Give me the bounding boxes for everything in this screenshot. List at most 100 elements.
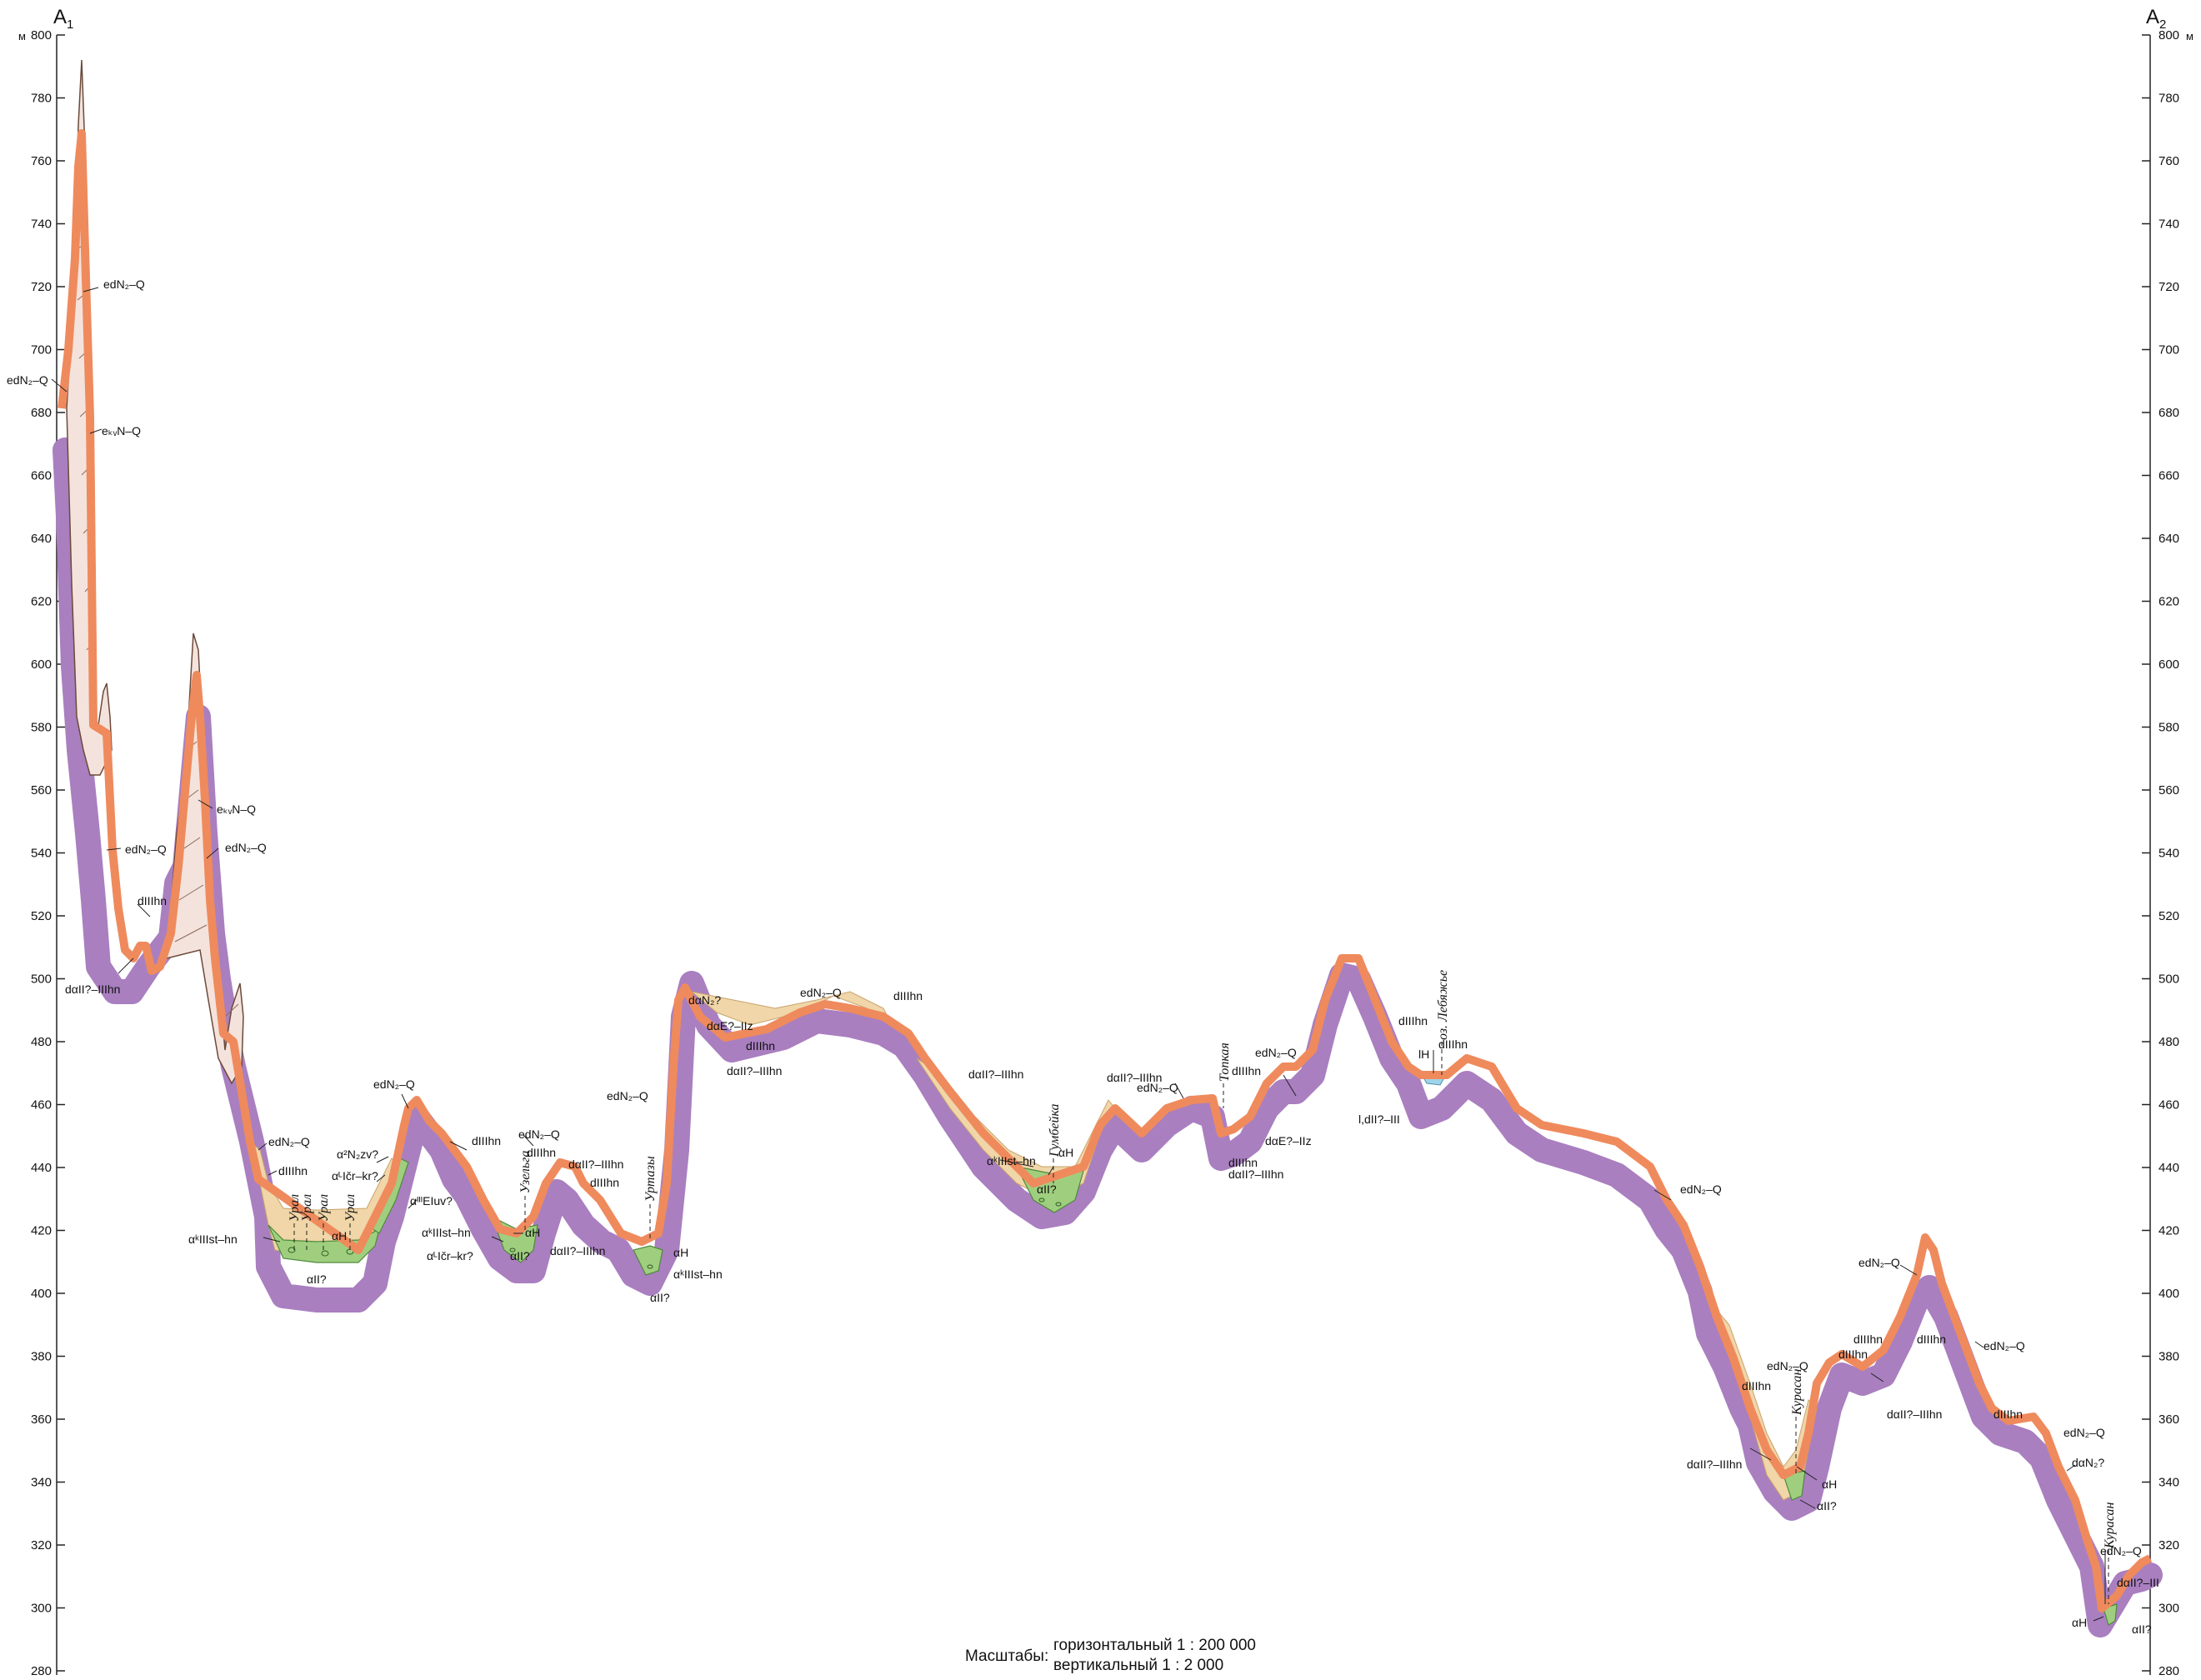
right-axis-tick-label: 640 (2158, 532, 2179, 546)
unit-label: edN₂–Q (373, 1078, 415, 1091)
unit-label: dαN₂? (2072, 1456, 2104, 1469)
unit-label: dαE?–IIz (707, 1019, 753, 1032)
unit-label: dαII?–IIIhn (1107, 1071, 1162, 1084)
bedrock-band (53, 438, 2163, 1638)
right-axis-tick-label: 500 (2158, 972, 2179, 987)
left-axis-tick-label: 780 (31, 92, 52, 106)
unit-label: edN₂–Q (1255, 1046, 1297, 1059)
river-label: Урал (343, 1194, 358, 1222)
scale-title: Масштабы: (965, 1648, 1048, 1665)
left-axis-ticks: 800 780 760 740 720 700 680 660 640 620 600 580 560 5… (31, 28, 65, 1678)
right-axis-unit: м (2186, 30, 2193, 42)
left-axis-tick-label: 360 (31, 1412, 52, 1427)
river-markers (293, 1042, 2109, 1604)
river-label: Курасан (1790, 1368, 1804, 1416)
right-axis-tick-label: 320 (2158, 1538, 2179, 1552)
unit-label: dIIIhn (527, 1146, 556, 1159)
unit-label: dIIIhn (472, 1134, 501, 1148)
unit-label: dIIIhn (1232, 1064, 1261, 1078)
right-axis-tick-label: 600 (2158, 658, 2179, 672)
unit-label: dαN₂? (688, 993, 721, 1007)
scale-horizontal: горизонтальный 1 : 200 000 (1053, 1637, 1256, 1654)
river-label: оз. Лебяжье (1436, 970, 1450, 1040)
unit-label: αᵏIIIst–hn (188, 1232, 238, 1246)
unit-label: dαII?–IIIhn (1228, 1168, 1283, 1181)
unit-label: edN₂–Q (7, 373, 48, 387)
unit-label: dαII?–III (2117, 1576, 2159, 1589)
unit-label: dIIIhn (138, 894, 167, 908)
unit-label: α²N₂zv? (337, 1148, 378, 1161)
unit-label: edN₂–Q (268, 1135, 310, 1148)
left-axis-unit: м (18, 30, 26, 42)
right-axis-tick-label: 540 (2158, 847, 2179, 861)
left-axis-tick-label: 600 (31, 658, 52, 672)
unit-label: dIIIhn (746, 1039, 775, 1052)
left-axis-tick-label: 640 (31, 532, 52, 546)
left-axis-tick-label: 540 (31, 847, 52, 861)
right-axis-tick-label: 760 (2158, 154, 2179, 168)
right-axis-tick-label: 680 (2158, 406, 2179, 420)
leader-lines (51, 287, 2106, 1622)
unit-label: dαII?–IIIhn (1687, 1458, 1742, 1471)
right-elevation-axis: 800 780 760 740 720 700 680 660 640 620 600 580 560 5… (2142, 6, 2193, 1678)
left-axis-tick-label: 520 (31, 909, 52, 923)
unit-label: edN₂–Q (518, 1128, 560, 1141)
right-axis-tick-label: 660 (2158, 469, 2179, 483)
left-axis-tick-label: 320 (31, 1538, 52, 1552)
unit-label: dIIIhn (1742, 1379, 1771, 1392)
unit-label: αH (1058, 1146, 1073, 1159)
left-axis-tick-label: 460 (31, 1098, 52, 1112)
unit-label: edN₂–Q (103, 278, 145, 291)
right-axis-tick-label: 340 (2158, 1476, 2179, 1490)
unit-label: edN₂–Q (2063, 1426, 2105, 1439)
unit-label: αII? (1817, 1499, 1837, 1512)
right-axis-tick-label: 280 (2158, 1664, 2179, 1678)
right-axis-tick-label: 300 (2158, 1602, 2179, 1616)
left-axis-tick-label: 420 (31, 1224, 52, 1238)
right-axis-tick-label: 700 (2158, 343, 2179, 358)
right-axis-tick-label: 440 (2158, 1161, 2179, 1175)
left-axis-tick-label: 720 (31, 280, 52, 294)
right-axis-tick-label: 400 (2158, 1287, 2179, 1301)
left-axis-tick-label: 580 (31, 721, 52, 735)
left-axis-tick-label: 300 (31, 1602, 52, 1616)
unit-label: dIIIhn (1838, 1348, 1868, 1361)
unit-label: αᵏIIIst–hn (987, 1154, 1036, 1168)
unit-label: edN₂–Q (1680, 1182, 1722, 1196)
unit-label: dαII?–IIIhn (568, 1158, 623, 1171)
right-axis-tick-label: 520 (2158, 909, 2179, 923)
right-axis-tick-label: 480 (2158, 1035, 2179, 1049)
left-axis-tick-label: 500 (31, 972, 52, 987)
unit-label: dαII?–IIIhn (968, 1068, 1023, 1081)
left-axis-tick-label: 560 (31, 783, 52, 798)
unit-label: dIIIhn (1228, 1156, 1258, 1169)
river-label: Узельга (518, 1151, 533, 1193)
right-axis-tick-label: 740 (2158, 218, 2179, 232)
right-axis-tick-label: 380 (2158, 1350, 2179, 1364)
river-label: Урал (317, 1194, 331, 1222)
unit-label: dIIIhn (278, 1164, 308, 1178)
right-axis-tick-label: 720 (2158, 280, 2179, 294)
unit-label: αH (1822, 1478, 1837, 1491)
unit-label: dIIIhn (1853, 1332, 1883, 1346)
alluvium-pebbles (288, 1198, 1062, 1269)
river-label: Гумбейка (1048, 1103, 1062, 1158)
left-axis-tick-label: 380 (31, 1350, 52, 1364)
stratigraphic-labels: edN₂–Q edN₂–Q eₖᵥN–Q edN₂–Q dIIIhn dαII?… (7, 278, 2159, 1636)
unit-label: αᵏIIIst–hn (673, 1268, 723, 1281)
unit-label: eₖᵥN–Q (217, 802, 256, 816)
unit-label: αᴸIčr–kr? (332, 1169, 378, 1182)
river-label: Уртазы (643, 1156, 658, 1202)
profile-end-label: A2 (2146, 6, 2166, 32)
left-axis-tick-label: 800 (31, 28, 52, 42)
unit-label: αᴵᴵᴵEIuv? (410, 1194, 453, 1208)
unit-label: αᵏIIIst–hn (422, 1226, 471, 1239)
scale-vertical: вертикальный 1 : 2 000 (1053, 1657, 1223, 1674)
left-axis-tick-label: 740 (31, 218, 52, 232)
unit-label: edN₂–Q (2100, 1544, 2142, 1558)
left-axis-tick-label: 400 (31, 1287, 52, 1301)
unit-label: dIIIhn (1398, 1014, 1428, 1028)
left-axis-tick-label: 680 (31, 406, 52, 420)
unit-label: dαII?–IIIhn (1887, 1408, 1942, 1421)
